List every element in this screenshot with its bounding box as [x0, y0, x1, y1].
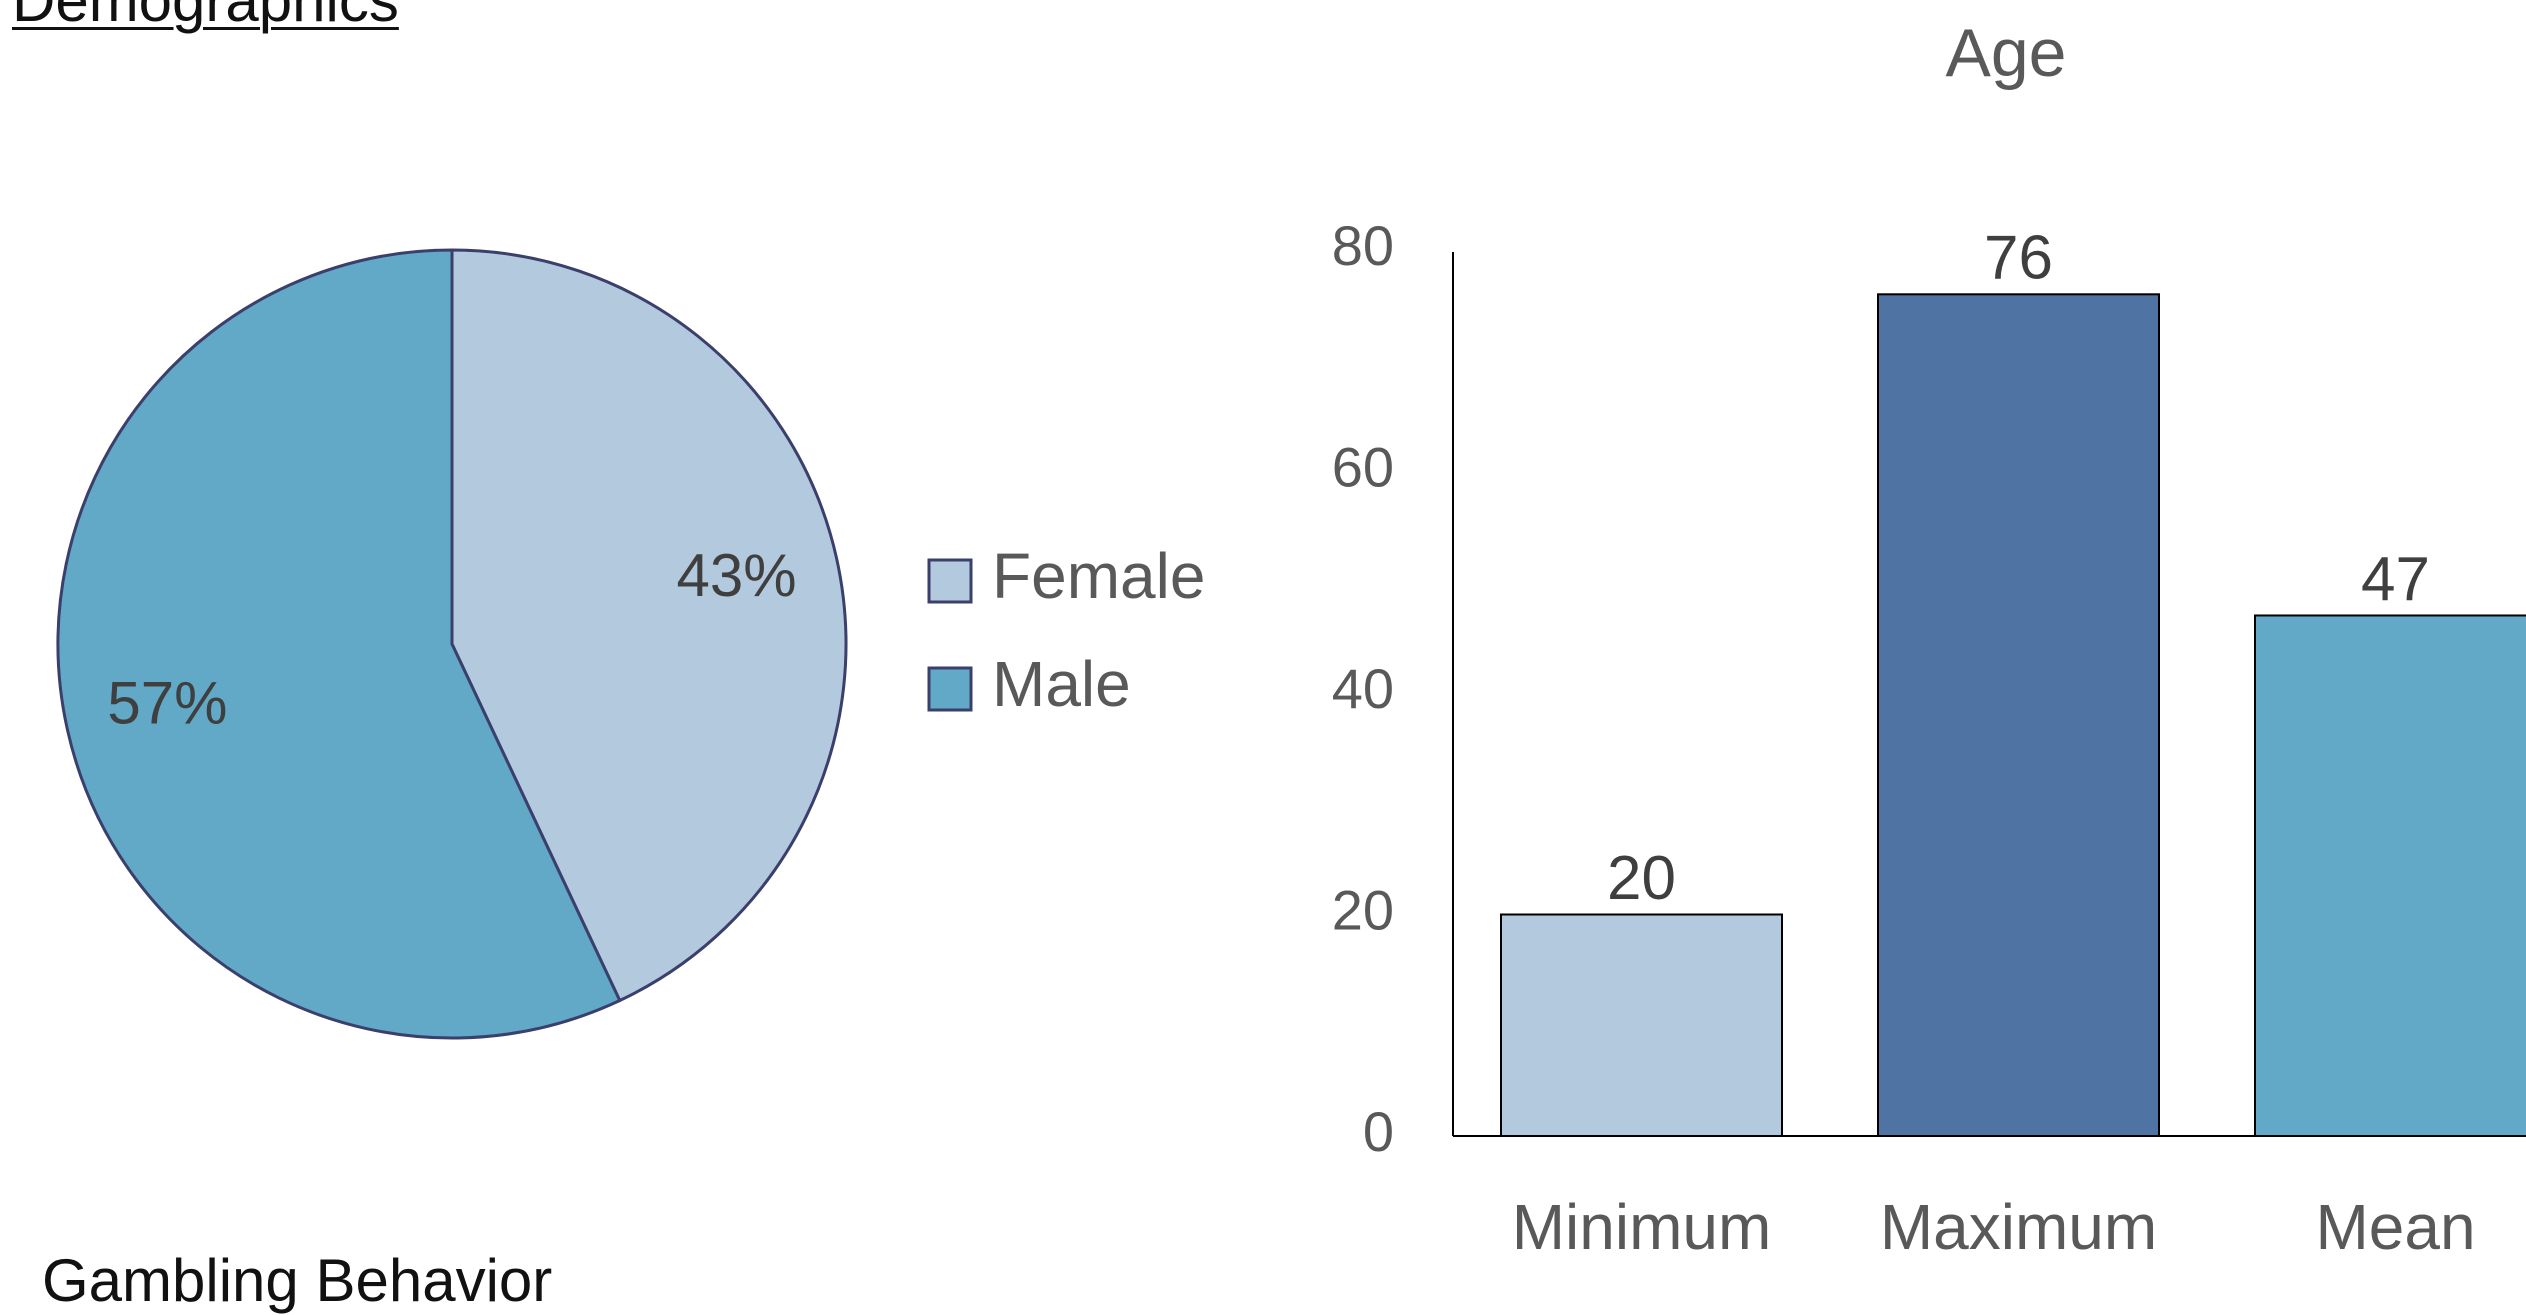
pie-slice-male: [56, 248, 622, 1040]
y-tick-label: 80: [1332, 214, 1394, 277]
x-category-label-mean: Mean: [2315, 1191, 2475, 1263]
charts-canvas: 43% 57% Female Male Age 0 20 40 60 80 20 Minimum 7…: [56, 15, 2526, 1263]
pie-data-label-female: 43%: [676, 542, 796, 609]
y-tick-label: 0: [1363, 1100, 1394, 1163]
legend-swatch-male: [927, 666, 973, 712]
legend-label-female: Female: [992, 540, 1205, 612]
pie-slice-female: [450, 248, 848, 1003]
section-heading: Demographics: [12, 0, 399, 34]
bar-mean: [2254, 614, 2526, 1137]
age-bar-chart: Age 0 20 40 60 80 20 Minimum 76 Maximum 47 Mean: [1332, 15, 2526, 1263]
y-tick-label: 20: [1332, 878, 1394, 941]
bar-chart-title: Age: [1946, 15, 2067, 91]
y-tick-label: 60: [1332, 435, 1394, 498]
bar-data-label-maximum: 76: [1984, 224, 2053, 293]
y-tick-label: 40: [1332, 657, 1394, 720]
x-category-label-minimum: Minimum: [1512, 1191, 1772, 1263]
bar-maximum: [1877, 293, 2160, 1137]
bar-data-label-minimum: 20: [1607, 844, 1676, 913]
bar-data-label-mean: 47: [2361, 545, 2430, 614]
gender-pie-chart: 43% 57%: [56, 248, 848, 1040]
pie-data-label-male: 57%: [107, 669, 227, 736]
bar-minimum: [1500, 913, 1783, 1137]
pie-legend: Female Male: [927, 540, 1205, 720]
x-category-label-maximum: Maximum: [1880, 1191, 2157, 1263]
legend-swatch-female: [927, 558, 973, 604]
legend-label-male: Male: [992, 648, 1131, 720]
